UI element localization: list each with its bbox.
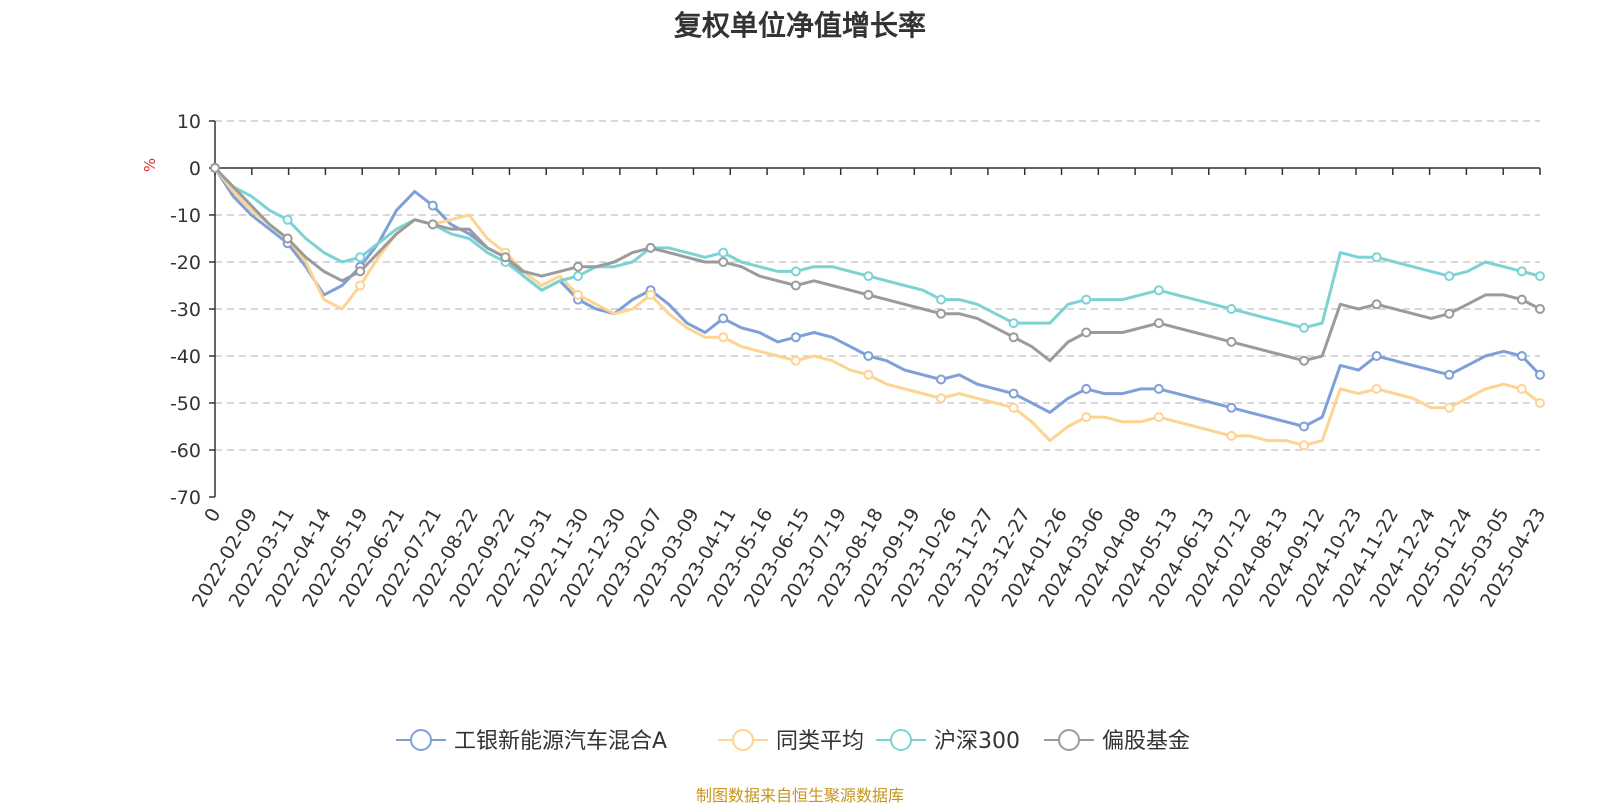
data-point: [1226, 430, 1237, 441]
data-point: [1226, 402, 1237, 413]
legend[interactable]: 工银新能源汽车混合A 同类平均 沪深300 偏股基金: [396, 729, 1190, 754]
legend-marker: [890, 729, 912, 751]
y-tick-label: 10: [177, 111, 201, 133]
data-point: [1008, 332, 1019, 343]
y-tick-label: 0: [189, 158, 201, 180]
y-tick-label: -40: [170, 346, 201, 368]
data-point: [282, 214, 293, 225]
legend-label: 沪深300: [934, 729, 1020, 754]
legend-label: 工银新能源汽车混合A: [454, 729, 667, 754]
source-note: 制图数据来自恒生聚源数据库: [695, 786, 904, 805]
data-point: [718, 332, 729, 343]
legend-item-1[interactable]: 工银新能源汽车混合A: [396, 729, 667, 754]
data-point: [1299, 421, 1310, 432]
data-point: [718, 257, 729, 267]
data-point: [355, 252, 366, 263]
data-point: [1226, 304, 1237, 314]
y-tick-label: -70: [170, 487, 201, 509]
data-point: [1516, 383, 1527, 394]
data-point: [1371, 351, 1382, 361]
x-tick-label: 0: [200, 505, 225, 526]
data-point: [1299, 440, 1310, 451]
data-point: [718, 313, 729, 324]
data-point: [1081, 327, 1092, 338]
data-point: [1516, 266, 1527, 277]
data-point: [863, 351, 874, 361]
data-point: [936, 374, 947, 385]
data-point: [355, 266, 366, 277]
data-point: [1535, 304, 1545, 314]
data-point: [427, 219, 438, 230]
y-tick-label: -60: [170, 440, 201, 462]
y-tick-label: -30: [170, 299, 201, 321]
data-point: [936, 393, 947, 404]
legend-label: 同类平均: [776, 729, 864, 754]
data-point: [1371, 252, 1382, 263]
chart-title: 复权单位净值增长率: [673, 9, 926, 42]
data-point: [1153, 412, 1164, 423]
legend-marker: [410, 729, 432, 751]
y-tick-label: -20: [170, 252, 201, 274]
legend-item-4[interactable]: 偏股基金: [1044, 729, 1190, 754]
data-point: [1371, 383, 1382, 394]
data-point: [1081, 383, 1092, 394]
grid-lines: [215, 120, 1540, 451]
data-point: [1008, 318, 1019, 329]
legend-marker: [1058, 729, 1080, 751]
data-point: [573, 261, 584, 272]
data-point: [1444, 402, 1455, 413]
data-point: [1299, 355, 1310, 366]
data-point: [1535, 369, 1545, 380]
data-point: [1371, 299, 1382, 310]
data-point: [645, 242, 656, 253]
legend-label: 偏股基金: [1102, 729, 1190, 754]
y-tick-label: -50: [170, 393, 201, 415]
series-line: [213, 166, 1541, 363]
data-point: [1008, 388, 1019, 399]
data-point: [936, 294, 947, 305]
data-point: [863, 271, 874, 282]
data-point: [790, 355, 801, 366]
data-point: [1516, 294, 1527, 305]
data-point: [573, 271, 584, 282]
data-point: [790, 332, 801, 343]
series-lines: [210, 163, 1545, 451]
data-point: [1444, 369, 1455, 380]
legend-item-3[interactable]: 沪深300: [876, 729, 1020, 754]
series-4: [210, 163, 1545, 366]
data-point: [1081, 412, 1092, 423]
data-point: [1535, 271, 1545, 282]
data-point: [355, 280, 366, 291]
data-point: [1444, 271, 1455, 282]
data-point: [790, 266, 801, 277]
data-point: [1153, 285, 1164, 296]
data-point: [863, 369, 874, 380]
data-point: [1516, 351, 1527, 361]
data-point: [718, 247, 729, 258]
data-point: [1535, 398, 1545, 408]
axes: 100-10-20-30-40-50-60-7002022-02-092022-…: [170, 111, 1550, 611]
data-point: [573, 289, 584, 300]
y-tick-label: -10: [170, 205, 201, 227]
data-point: [1226, 336, 1237, 347]
data-point: [1008, 402, 1019, 413]
legend-item-2[interactable]: 同类平均: [718, 729, 864, 754]
legend-marker: [732, 729, 754, 751]
data-point: [1081, 294, 1092, 305]
data-point: [936, 308, 947, 319]
data-point: [1444, 308, 1455, 319]
data-point: [645, 289, 656, 300]
data-point: [500, 252, 511, 263]
data-point: [210, 163, 220, 173]
data-point: [1153, 383, 1164, 394]
data-point: [863, 289, 874, 300]
y-axis-unit: %: [141, 158, 159, 172]
data-point: [1153, 318, 1164, 329]
data-point: [282, 233, 293, 244]
data-point: [1299, 322, 1310, 333]
data-point: [790, 280, 801, 291]
data-point: [427, 200, 438, 211]
